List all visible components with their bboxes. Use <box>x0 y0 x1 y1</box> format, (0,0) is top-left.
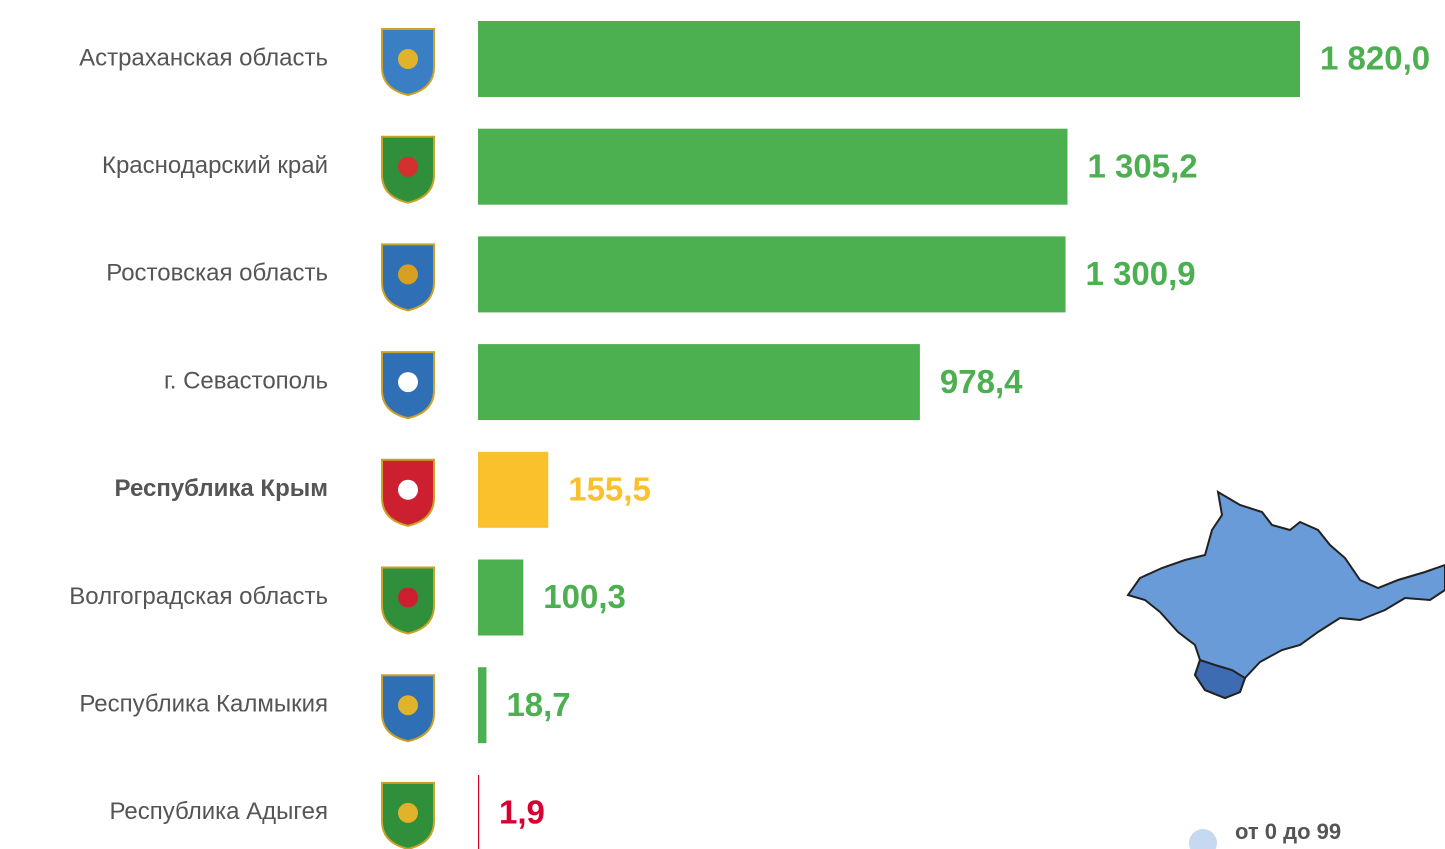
value-label: 1 820,0 <box>1320 40 1430 77</box>
map-region <box>1126 490 1445 700</box>
category-label: Волгоградская область <box>69 583 328 610</box>
coat-of-arms <box>381 781 435 849</box>
coat-of-arms <box>381 28 435 97</box>
bar <box>478 344 920 421</box>
icon-emblem <box>398 479 418 500</box>
bar <box>478 451 549 528</box>
value-label: 978,4 <box>940 363 1023 400</box>
coat-of-arms <box>381 243 435 312</box>
value-label: 1 305,2 <box>1087 147 1197 184</box>
bar <box>478 559 524 636</box>
icon-emblem <box>398 156 418 177</box>
coat-of-arms <box>381 135 435 204</box>
crimea-map <box>1126 490 1445 700</box>
bar <box>478 667 487 744</box>
value-label: 100,3 <box>543 578 626 615</box>
coat-of-arms <box>381 351 435 420</box>
icon-emblem <box>398 587 418 608</box>
icon-emblem <box>398 264 418 285</box>
category-label: Краснодарский край <box>102 152 328 179</box>
bar <box>478 21 1300 97</box>
bar <box>478 128 1068 205</box>
category-label: Республика Крым <box>115 475 328 502</box>
category-label: Астраханская область <box>79 44 328 71</box>
icon-emblem <box>398 802 418 823</box>
category-label: Республика Калмыкия <box>79 691 328 718</box>
value-label: 18,7 <box>506 686 570 723</box>
map-subregion <box>1193 658 1247 700</box>
bar <box>478 774 480 849</box>
legend-label: от 0 до 99 <box>1235 819 1341 844</box>
coat-of-arms <box>381 458 435 527</box>
icon-emblem <box>398 372 418 393</box>
coat-of-arms <box>381 674 435 743</box>
icon-emblem <box>398 49 418 69</box>
category-label: г. Севастополь <box>164 367 328 394</box>
value-label: 1 300,9 <box>1086 255 1196 292</box>
coat-of-arms <box>381 566 435 635</box>
value-label: 1,9 <box>499 794 545 831</box>
category-label: Ростовская область <box>106 260 328 287</box>
category-label: Республика Адыгея <box>109 798 328 825</box>
bar <box>478 236 1066 313</box>
icon-emblem <box>398 695 418 716</box>
legend-swatch <box>1189 829 1217 849</box>
value-label: 155,5 <box>568 471 651 508</box>
